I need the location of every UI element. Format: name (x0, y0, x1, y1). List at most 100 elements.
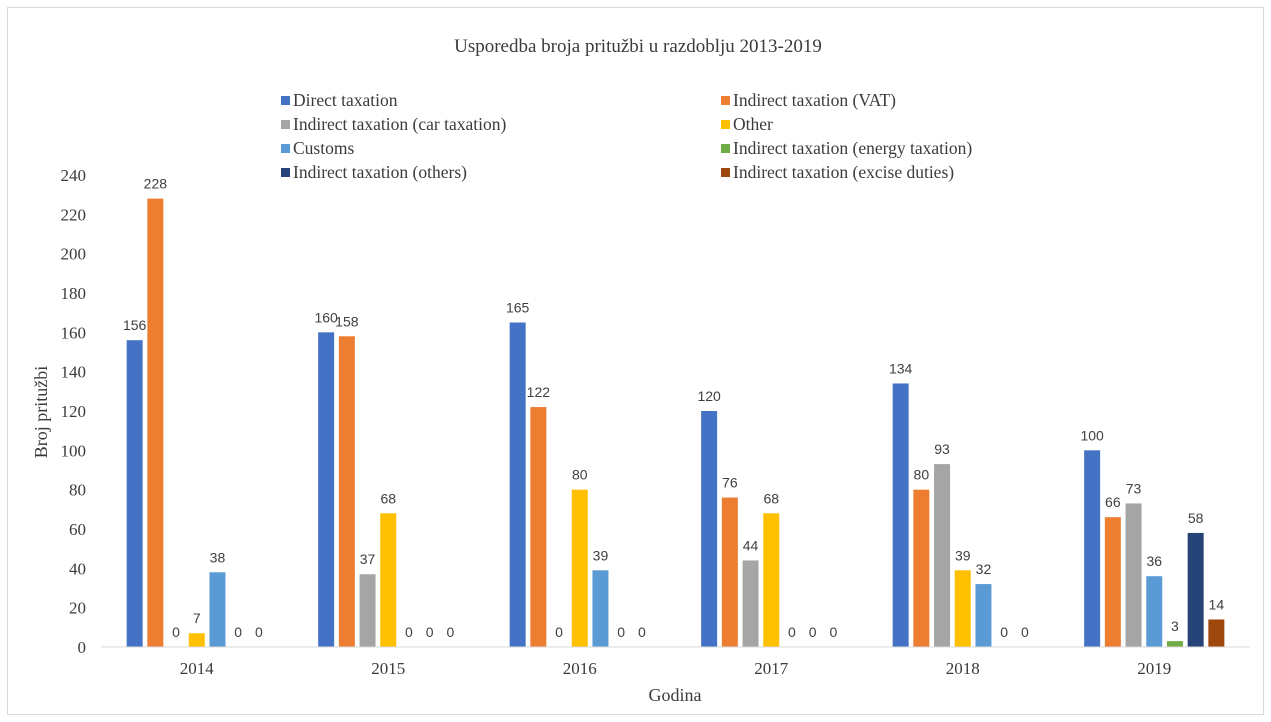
data-label: 0 (234, 624, 242, 640)
bar (509, 322, 526, 647)
y-axis-ticks: 0 20 40 60 80 100 120 140 160 180 200 220 240 (61, 166, 87, 657)
bar (209, 572, 226, 647)
chart-title: Usporedba broja pritužbi u razdoblju 201… (454, 36, 822, 57)
data-label: 39 (593, 547, 609, 563)
x-tick-label: 2017 (754, 659, 789, 678)
data-label: 0 (829, 624, 837, 640)
bars-group (126, 198, 1225, 647)
bar (1166, 641, 1183, 647)
data-label: 0 (172, 624, 180, 640)
legend-entry: Indirect taxation (VAT) (733, 90, 896, 110)
data-label: 0 (638, 624, 646, 640)
x-tick-label: 2018 (946, 659, 980, 678)
data-label: 80 (572, 467, 588, 483)
data-label: 39 (955, 547, 971, 563)
bar (742, 560, 759, 647)
data-label: 0 (446, 624, 454, 640)
bar (147, 198, 164, 647)
x-axis-ticks: 2014 2015 2016 2017 2018 2019 (180, 659, 1172, 678)
bar (338, 336, 355, 647)
data-label: 68 (763, 490, 779, 506)
y-tick-label: 100 (61, 441, 87, 460)
x-tick-label: 2016 (563, 659, 597, 678)
data-label: 165 (506, 300, 530, 316)
y-tick-label: 200 (61, 245, 87, 264)
data-label: 76 (722, 475, 738, 491)
bar (380, 513, 397, 647)
legend-entry: Customs (293, 138, 354, 158)
bar (530, 407, 547, 647)
bar (1104, 517, 1121, 647)
bar (913, 489, 930, 647)
y-tick-label: 80 (69, 481, 86, 500)
legend-swatch (721, 96, 730, 105)
legend-swatch (721, 168, 730, 177)
bar (1187, 532, 1204, 647)
data-label: 156 (123, 317, 147, 333)
data-label: 0 (255, 624, 263, 640)
y-tick-label: 220 (61, 205, 87, 224)
x-axis-title: Godina (649, 685, 702, 705)
data-label: 37 (360, 551, 376, 567)
data-label: 0 (405, 624, 413, 640)
data-label: 38 (210, 549, 226, 565)
data-label: 0 (617, 624, 625, 640)
data-label: 36 (1146, 553, 1162, 569)
legend-swatch (721, 120, 730, 129)
data-label: 0 (788, 624, 796, 640)
bar (763, 513, 780, 647)
y-tick-label: 180 (61, 284, 87, 303)
bar (359, 574, 376, 647)
bar (892, 383, 909, 647)
bar (1125, 503, 1142, 647)
legend-entry: Indirect taxation (others) (293, 162, 467, 182)
bar (721, 497, 738, 647)
data-label: 58 (1188, 510, 1204, 526)
bar (1146, 576, 1163, 647)
data-label: 134 (889, 360, 913, 376)
legend: Direct taxation Indirect taxation (VAT) In… (281, 90, 972, 182)
data-label: 0 (555, 624, 563, 640)
y-tick-label: 20 (69, 599, 86, 618)
x-tick-label: 2015 (371, 659, 405, 678)
data-label: 44 (743, 537, 759, 553)
y-tick-label: 160 (61, 323, 87, 342)
y-tick-label: 120 (61, 402, 87, 421)
y-tick-label: 140 (61, 363, 87, 382)
data-label: 68 (380, 490, 396, 506)
data-label: 66 (1105, 494, 1121, 510)
data-label: 0 (1000, 624, 1008, 640)
legend-entry: Indirect taxation (energy taxation) (733, 138, 972, 158)
data-label: 158 (335, 313, 359, 329)
bar (701, 411, 718, 647)
data-label: 0 (809, 624, 817, 640)
bar (954, 570, 971, 647)
x-tick-label: 2014 (180, 659, 215, 678)
x-tick-label: 2019 (1137, 659, 1171, 678)
y-tick-label: 240 (61, 166, 87, 185)
data-label: 3 (1171, 618, 1179, 634)
data-label: 160 (314, 309, 338, 325)
data-label: 120 (697, 388, 721, 404)
bar (592, 570, 609, 647)
bar (571, 489, 588, 647)
data-label: 73 (1126, 480, 1142, 496)
legend-entry: Other (733, 114, 773, 134)
y-tick-label: 60 (69, 520, 86, 539)
data-label: 0 (426, 624, 434, 640)
data-label: 32 (976, 561, 992, 577)
y-axis-title: Broj pritužbi (31, 366, 51, 459)
y-tick-label: 0 (78, 638, 87, 657)
data-label: 0 (1021, 624, 1029, 640)
bar (1208, 619, 1225, 647)
legend-swatch (281, 144, 290, 153)
data-label: 122 (527, 384, 551, 400)
legend-entry: Indirect taxation (car taxation) (293, 114, 506, 134)
data-label: 7 (193, 610, 201, 626)
data-label: 228 (144, 176, 168, 192)
data-label: 80 (914, 467, 930, 483)
bar (188, 633, 205, 647)
legend-entry: Indirect taxation (excise duties) (733, 162, 954, 182)
data-label: 93 (934, 441, 950, 457)
